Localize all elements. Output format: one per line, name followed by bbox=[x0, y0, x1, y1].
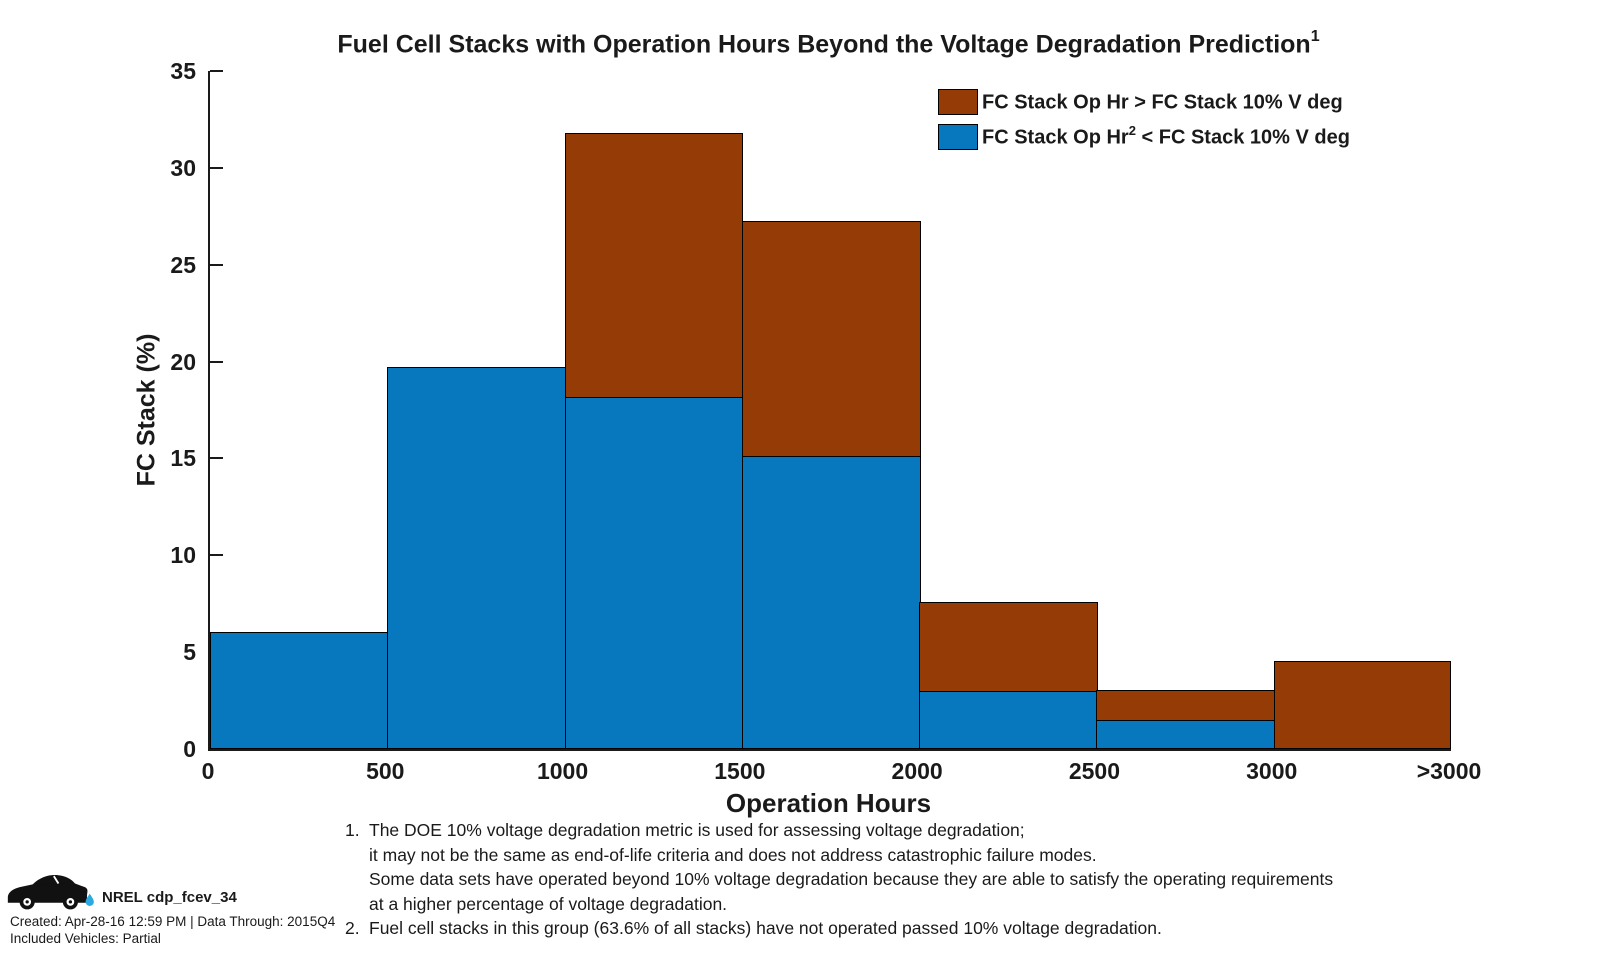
bar-segment-under-deg bbox=[919, 690, 1098, 749]
y-tick-label: 25 bbox=[170, 251, 196, 278]
footnote-text: Some data sets have operated beyond 10% … bbox=[369, 869, 1334, 889]
bar-segment-over-deg bbox=[1096, 690, 1276, 722]
chart-title-text: Fuel Cell Stacks with Operation Hours Be… bbox=[337, 30, 1311, 59]
footnote-marker: 1. bbox=[345, 820, 360, 840]
y-tick-label: 0 bbox=[183, 736, 196, 762]
branding-product: NREL cdp_fcev_34 bbox=[102, 889, 237, 906]
footnote-text: The DOE 10% voltage degradation metric i… bbox=[369, 820, 1025, 840]
y-tick-label: 35 bbox=[170, 58, 196, 84]
bar-segment-over-deg bbox=[564, 132, 744, 399]
bar-segment-over-deg bbox=[1273, 660, 1451, 749]
x-tick-label: 2500 bbox=[1068, 758, 1120, 784]
legend-label: FC Stack Op Hr2 < FC Stack 10% V deg bbox=[982, 122, 1350, 149]
legend-swatch bbox=[938, 88, 978, 115]
branding-created: Created: Apr-28-16 12:59 PM | Data Throu… bbox=[10, 914, 336, 929]
legend-row: FC Stack Op Hr2 < FC Stack 10% V deg bbox=[938, 119, 1350, 154]
legend-swatch bbox=[938, 123, 978, 150]
branding-row: NREL cdp_fcev_34 bbox=[6, 866, 486, 912]
bar-segment-under-deg bbox=[564, 396, 744, 749]
bar-segment-under-deg bbox=[741, 455, 921, 749]
x-tick-label: 2000 bbox=[891, 758, 943, 784]
x-tick-label: 1500 bbox=[714, 758, 766, 784]
plot-area bbox=[208, 70, 1451, 751]
x-axis-label: Operation Hours bbox=[725, 788, 932, 818]
footnote-text: Fuel cell stacks in this group (63.6% of… bbox=[369, 918, 1162, 938]
footnote-text: at a higher percentage of voltage degrad… bbox=[369, 893, 728, 914]
footnote-line: 2. Fuel cell stacks in this group (63.6% … bbox=[345, 916, 1333, 941]
bar-segment-over-deg bbox=[919, 602, 1098, 692]
x-tick-label: 500 bbox=[366, 758, 405, 784]
legend-label: FC Stack Op Hr > FC Stack 10% V deg bbox=[982, 91, 1343, 114]
y-tick-label: 5 bbox=[183, 639, 196, 666]
x-tick-label: 3000 bbox=[1246, 758, 1298, 784]
footnotes: 1. The DOE 10% voltage degradation metric… bbox=[345, 818, 1333, 941]
y-tick-mark bbox=[210, 70, 223, 72]
y-tick-mark bbox=[210, 457, 223, 460]
y-tick-mark bbox=[210, 166, 223, 169]
branding-vehicles: Included Vehicles: Partial bbox=[10, 931, 161, 946]
y-tick-label: 10 bbox=[170, 542, 196, 569]
x-tick-label: >3000 bbox=[1416, 758, 1482, 784]
x-tick-label: 1000 bbox=[536, 758, 589, 784]
y-tick-label: 15 bbox=[170, 445, 196, 472]
y-tick-mark bbox=[210, 360, 223, 363]
bar-segment-under-deg bbox=[1096, 719, 1276, 749]
footnote-line: Some data sets have operated beyond 10% … bbox=[345, 867, 1333, 892]
chart-title-superscript: 1 bbox=[1310, 28, 1320, 45]
y-tick-mark bbox=[210, 263, 223, 266]
legend-row: FC Stack Op Hr > FC Stack 10% V deg bbox=[938, 84, 1350, 119]
fcev-car-icon bbox=[7, 875, 94, 910]
chart-title: Fuel Cell Stacks with Operation Hours Be… bbox=[208, 28, 1449, 59]
y-tick-label: 30 bbox=[170, 154, 196, 181]
x-tick-label: 0 bbox=[201, 758, 215, 784]
footnote-line: at a higher percentage of voltage degrad… bbox=[345, 892, 1333, 917]
y-tick-mark bbox=[210, 554, 223, 557]
y-tick-label: 20 bbox=[170, 348, 196, 375]
branding-block: NREL cdp_fcev_34 Created: Apr-28-16 12:5… bbox=[6, 866, 486, 946]
footnote-line: 1. The DOE 10% voltage degradation metric… bbox=[345, 818, 1333, 843]
legend: FC Stack Op Hr > FC Stack 10% V deg FC St… bbox=[938, 84, 1350, 154]
bar-segment-over-deg bbox=[741, 220, 921, 458]
footnote-text: it may not be the same as end-of-life cr… bbox=[369, 844, 1097, 865]
footnote-marker: 2. bbox=[345, 918, 360, 938]
bar-segment-under-deg bbox=[387, 367, 567, 749]
water-drop-icon bbox=[85, 893, 94, 907]
footnote-line: it may not be the same as end-of-life cr… bbox=[345, 843, 1333, 868]
bar-segment-under-deg bbox=[210, 631, 389, 749]
